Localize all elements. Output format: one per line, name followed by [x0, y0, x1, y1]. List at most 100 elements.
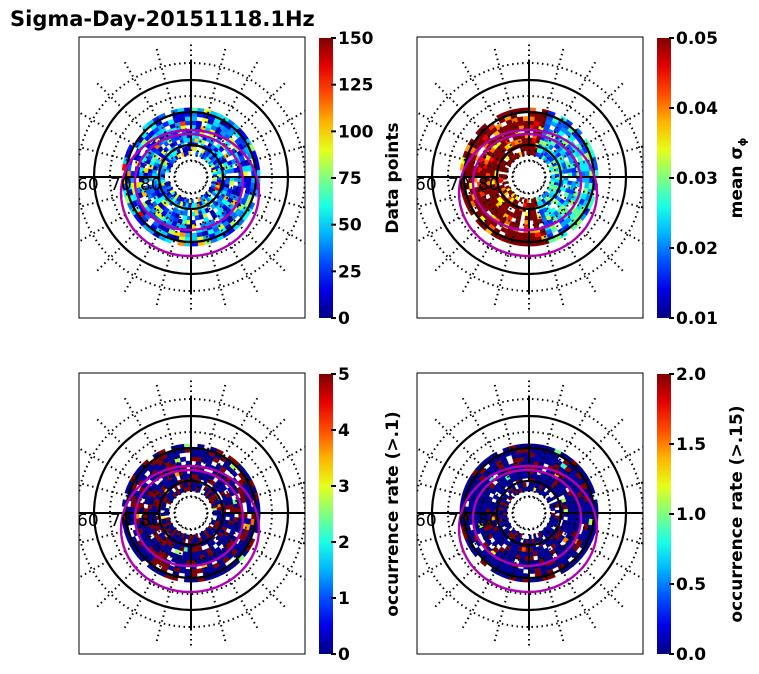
colorbar-tick-label: 0.01 — [676, 309, 718, 329]
colorbar-tick-label: 0.0 — [676, 645, 706, 665]
grid-circle-dotted — [174, 160, 208, 194]
heatmap-cell — [196, 568, 204, 574]
heatmap-cell — [178, 568, 186, 574]
polar-panel-top-left: 60 70 80 0 25 50 75 100 125 150 Data points — [77, 29, 403, 329]
heatmap-cell — [528, 534, 532, 540]
heatmap-cell — [522, 538, 527, 544]
heatmap-cell — [532, 551, 538, 557]
colorbar-tick-label: 125 — [338, 76, 374, 96]
auroral-oval-outer — [119, 464, 261, 594]
heatmap-cell — [563, 169, 569, 174]
colorbar — [319, 374, 333, 654]
heatmap-cell — [229, 168, 235, 174]
heatmap-cell — [183, 137, 188, 143]
heatmap-cell — [194, 547, 199, 553]
latitude-label-80: 80 — [140, 175, 162, 195]
colorbar-tick-label: 1.5 — [676, 435, 706, 455]
auroral-oval-outer — [457, 464, 599, 594]
heatmap-cell — [563, 180, 569, 185]
auroral-oval-inner — [133, 468, 245, 568]
colorbar-tick-label: 150 — [338, 29, 374, 49]
colorbar-label: occurrence rate (>.1) — [383, 411, 403, 616]
heatmap-cell — [130, 500, 136, 508]
colorbar-tick-label: 3 — [338, 477, 350, 497]
heatmap-cell — [190, 198, 194, 204]
heatmap-cell — [550, 174, 556, 178]
heatmap-cell — [212, 512, 218, 516]
heatmap-cell — [182, 215, 188, 221]
latitude-label-70: 70 — [110, 511, 132, 531]
colorbar-tick-label: 100 — [338, 122, 374, 142]
heatmap-cell — [229, 504, 235, 510]
colorbar-label-subscript: ϕ — [736, 137, 749, 146]
colorbar-tick-label: 0.05 — [676, 29, 718, 49]
heatmap-cell — [563, 505, 569, 510]
auroral-oval-outer — [457, 128, 599, 258]
colorbar-tick-label: 2 — [338, 533, 350, 553]
plot-area: 60 70 80 — [77, 42, 305, 312]
latitude-label-60: 60 — [77, 175, 99, 195]
heatmap-cell — [188, 486, 192, 492]
heatmap-cell — [502, 174, 508, 178]
heatmap-cell — [229, 180, 235, 186]
latitude-label-70: 70 — [448, 175, 470, 195]
heatmap-cell — [567, 504, 573, 510]
heatmap-cell — [164, 507, 170, 512]
heatmap-cell — [522, 202, 527, 208]
heatmap-cell — [190, 534, 194, 540]
heatmap-cell — [521, 137, 526, 143]
plot-frame — [416, 372, 644, 655]
colorbar — [319, 38, 333, 318]
heatmap-cell — [523, 198, 528, 204]
colorbar-tick-label: 75 — [338, 169, 362, 189]
plot-area: 60 70 80 — [415, 42, 643, 312]
heatmap-cell — [164, 512, 170, 516]
auroral-oval-outer — [119, 128, 261, 258]
colorbar-tick-label: 1.0 — [676, 505, 706, 525]
grid-circle-dotted — [512, 160, 546, 194]
heatmap-cell — [526, 486, 530, 492]
colorbar — [657, 374, 671, 654]
heatmap-cell — [183, 473, 188, 479]
plot-frame — [78, 36, 306, 319]
colorbar-tick-label: 0.04 — [676, 99, 718, 119]
heatmap-cell — [195, 120, 203, 127]
auroral-oval-inner — [133, 132, 245, 232]
heatmap-cell — [518, 197, 523, 203]
plot-frame — [416, 36, 644, 319]
heatmap-cell — [182, 551, 188, 557]
plot-area: 60 70 80 — [417, 378, 643, 648]
grid-circle-dotted — [512, 496, 546, 530]
latitude-label-70: 70 — [448, 511, 470, 531]
heatmap-cell — [526, 150, 530, 156]
colorbar-tick-label: 4 — [338, 421, 350, 441]
heatmap-cell — [212, 174, 218, 178]
heatmap-cell — [225, 505, 231, 510]
polar-panel-bottom-left: 60 70 80 0 1 2 3 4 5 occurrence rate (>.1) — [78, 365, 403, 665]
heatmap-cell — [522, 482, 527, 488]
heatmap-cell — [194, 211, 199, 217]
heatmap-cell — [246, 500, 252, 508]
colorbar-tick-label: 50 — [338, 216, 362, 236]
colorbar-tick-label: 1 — [338, 589, 350, 609]
heatmap-cell — [194, 215, 200, 221]
latitude-label-70: 70 — [110, 175, 132, 195]
heatmap-cell — [567, 168, 573, 174]
heatmap-cell — [468, 500, 474, 508]
colorbar-label: occurrence rate (>.15) — [727, 405, 747, 622]
heatmap-cell — [188, 150, 192, 156]
latitude-label-60: 60 — [415, 175, 437, 195]
plot-area: 60 70 80 — [79, 378, 305, 648]
figure-title: Sigma-Day-20151118.1Hz — [10, 7, 315, 31]
colorbar-tick-label: 5 — [338, 365, 350, 385]
colorbar-tick-label: 0.03 — [676, 169, 718, 189]
heatmap-cell — [194, 551, 200, 557]
heatmap-cell — [532, 211, 537, 217]
colorbar-tick-label: 0 — [338, 309, 350, 329]
colorbar-tick-label: 0.5 — [676, 575, 706, 595]
colorbar-tick-label: 25 — [338, 262, 362, 282]
plot-frame — [78, 372, 306, 655]
heatmap-cell — [212, 510, 218, 514]
colorbar-tick-label: 0.02 — [676, 239, 718, 259]
